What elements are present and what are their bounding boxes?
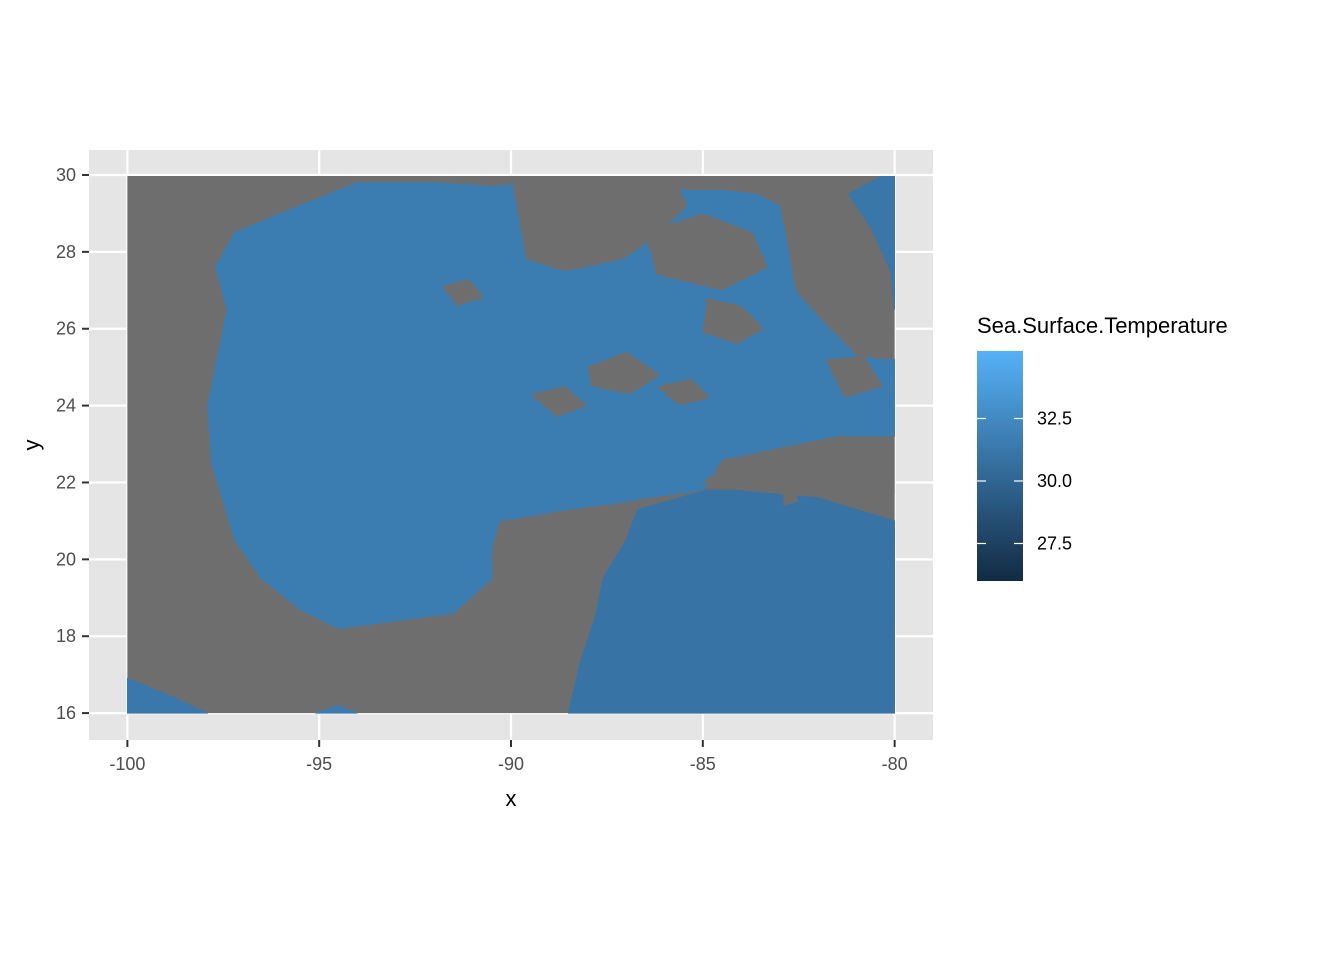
x-tick-label: -80 (882, 754, 908, 774)
water-region-pacific-southwest-corner (127, 677, 209, 714)
y-tick-label: 30 (56, 165, 76, 185)
x-tick-label: -100 (109, 754, 145, 774)
y-tick-label: 16 (56, 703, 76, 723)
x-axis: -100 -95 -90 -85 -80 (109, 740, 908, 774)
y-tick-label: 22 (56, 472, 76, 492)
y-tick-label: 26 (56, 319, 76, 339)
legend-break-label: 27.5 (1037, 534, 1072, 554)
x-axis-title: x (506, 786, 517, 811)
legend-colorbar (977, 351, 1023, 581)
land-region-isla-de-la-juventud (783, 486, 799, 506)
legend-title: Sea.Surface.Temperature (977, 313, 1228, 338)
cloud-gap-8 (441, 278, 485, 306)
cloud-gap-5 (530, 386, 588, 418)
x-tick-label: -85 (690, 754, 716, 774)
x-tick-label: -95 (306, 754, 332, 774)
color-legend: Sea.Surface.Temperature 27.5 30.0 32.5 (977, 313, 1228, 581)
y-tick-label: 18 (56, 626, 76, 646)
cloud-gap-2 (645, 213, 768, 291)
cloud-gap-6 (656, 378, 711, 406)
cloud-gap-1 (511, 176, 688, 272)
y-axis-title: y (19, 440, 44, 451)
y-tick-label: 20 (56, 549, 76, 569)
y-axis: 16 18 20 22 24 26 28 30 (56, 165, 89, 723)
legend-break-label: 30.0 (1037, 471, 1072, 491)
water-region-atlantic-off-florida (847, 176, 895, 310)
y-tick-label: 28 (56, 242, 76, 262)
water-region-caribbean-sea (567, 489, 895, 714)
cloud-gap-7 (825, 355, 884, 398)
legend-break-label: 32.5 (1037, 409, 1072, 429)
sst-raster (127, 176, 895, 714)
legend-ticks: 27.5 30.0 32.5 (977, 409, 1072, 554)
cloud-gap-4 (587, 351, 661, 395)
cloud-gap-3 (702, 298, 765, 345)
water-region-pacific-south (315, 704, 358, 714)
land-region-cuba (702, 436, 895, 494)
x-tick-label: -90 (498, 754, 524, 774)
y-tick-label: 24 (56, 396, 76, 416)
